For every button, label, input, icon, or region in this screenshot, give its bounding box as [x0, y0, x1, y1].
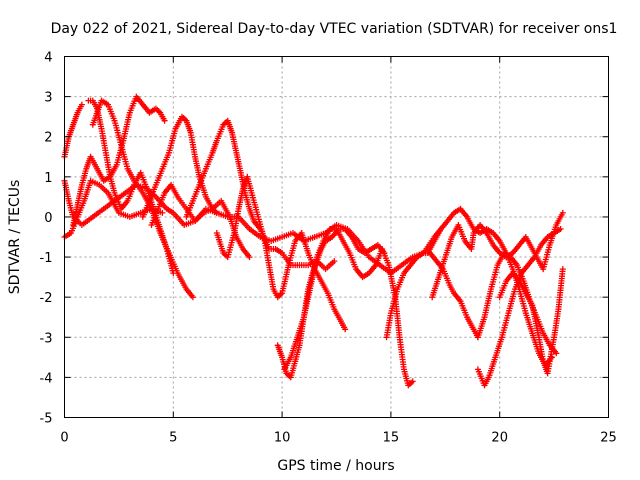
series-trace-j [213, 173, 349, 333]
y-tick-labels: -5 -4 -3 -2 -1 0 1 2 3 4 [40, 51, 53, 427]
data-point [409, 378, 416, 385]
data-point [557, 226, 564, 232]
x-tick-label: 0 [60, 431, 68, 446]
grid-lines [64, 56, 609, 418]
data-point [342, 326, 349, 333]
data-point [559, 209, 566, 216]
y-axis-label: SDTVAR / TECUs [7, 180, 23, 295]
series-trace-m [383, 250, 481, 341]
series-trace-n [429, 209, 566, 301]
y-tick-label: -3 [40, 331, 53, 346]
axis-ticks [64, 56, 609, 418]
y-tick-label: -1 [40, 251, 53, 266]
plot-frame [64, 56, 609, 418]
x-tick-label: 25 [600, 431, 617, 446]
x-tick-label: 5 [169, 431, 177, 446]
chart-title: Day 022 of 2021, Sidereal Day-to-day VTE… [51, 21, 618, 37]
y-tick-label: 3 [44, 91, 52, 106]
data-point [559, 266, 566, 273]
y-tick-label: -5 [40, 412, 53, 427]
data-point [159, 209, 166, 216]
series-trace-h [148, 181, 253, 261]
y-tick-label: 1 [44, 171, 52, 186]
data-point [161, 117, 168, 124]
y-tick-label: 0 [44, 211, 52, 226]
x-tick-label: 15 [383, 431, 400, 446]
series-trace-a [61, 101, 85, 160]
y-tick-label: -2 [40, 291, 53, 306]
series-trace-l [281, 226, 416, 389]
series-trace-f [70, 93, 168, 228]
data-marks [61, 93, 566, 389]
data-point [189, 294, 196, 301]
x-axis-label: GPS time / hours [277, 458, 394, 474]
x-tick-label: 20 [491, 431, 508, 446]
data-point [78, 101, 85, 108]
x-tick-label: 10 [274, 431, 291, 446]
data-point [213, 209, 220, 216]
series-trace-q [474, 250, 560, 357]
data-point [331, 258, 338, 265]
data-point [246, 254, 253, 261]
y-tick-label: 4 [44, 51, 52, 66]
data-point [553, 350, 560, 357]
y-tick-label: -4 [40, 371, 53, 386]
x-tick-labels: 0 5 10 15 20 25 [60, 431, 616, 446]
y-tick-label: 2 [44, 131, 52, 146]
series-trace-r [496, 266, 566, 377]
